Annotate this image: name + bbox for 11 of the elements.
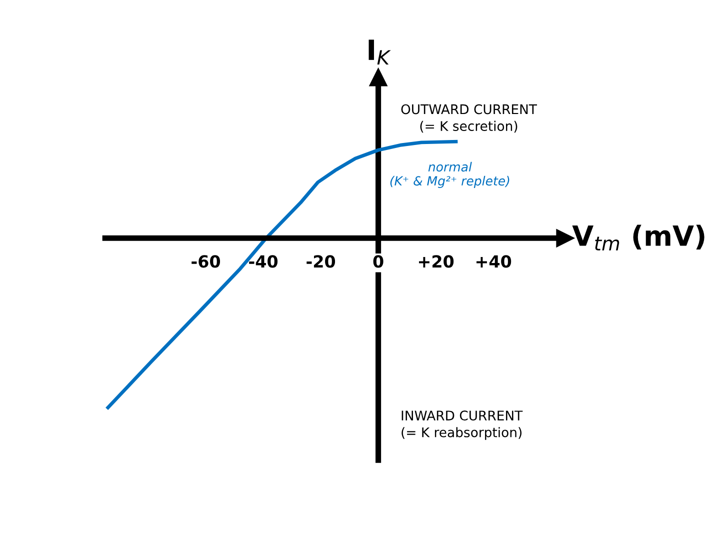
y-axis-title: I$_{K}$ [368, 40, 391, 64]
text: OUTWARD CURRENT (= K secretion) [401, 104, 537, 133]
series-label: normal (K⁺ & Mg²⁺ replete) [390, 162, 510, 188]
x-tick-label: 0 [373, 255, 384, 268]
x-tick-label: -40 [249, 255, 278, 268]
x-tick-label: +40 [476, 255, 512, 268]
x-tick-label: +20 [418, 255, 454, 268]
x-tick-label: -20 [306, 255, 336, 268]
x-axis-title: V$_{tm}$ (mV) [572, 224, 704, 250]
text: INWARD CURRENT (= K reabsorption) [402, 410, 523, 440]
x-tick-label: -60 [192, 255, 220, 268]
